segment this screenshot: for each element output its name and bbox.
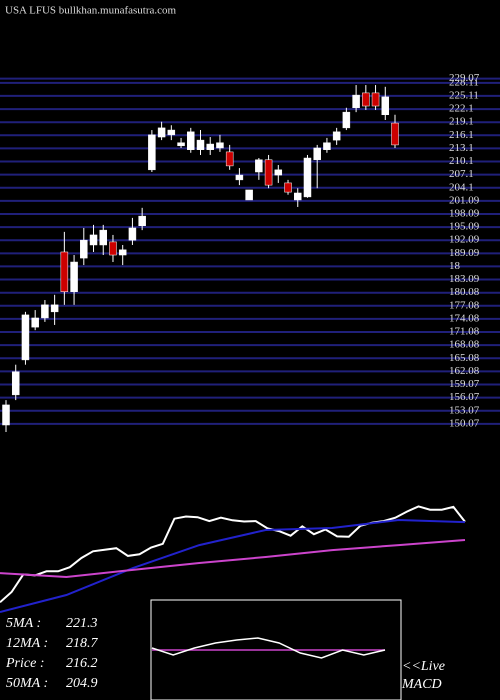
macd-box <box>150 599 402 700</box>
candle-body <box>80 239 88 259</box>
candle-body <box>206 143 214 150</box>
y-tick-label: 162.08 <box>449 365 480 377</box>
y-tick-label: 219.1 <box>449 116 474 128</box>
y-tick-label: 156.07 <box>449 391 480 403</box>
candle-body <box>332 131 341 141</box>
candle-body <box>216 142 224 149</box>
y-tick-label: 165.08 <box>449 352 480 364</box>
candle-body <box>118 249 127 256</box>
y-tick-label: 168.08 <box>449 339 480 351</box>
candle-body <box>313 147 321 161</box>
candle-body <box>89 234 98 246</box>
y-tick-label: 159.07 <box>449 378 480 390</box>
candle-body <box>245 189 253 201</box>
candle-body <box>41 304 49 319</box>
y-tick-label: 192.09 <box>449 234 480 246</box>
candle-body <box>148 134 156 171</box>
macd-line <box>151 637 386 659</box>
candle-body <box>362 92 370 107</box>
candle-body <box>99 229 107 246</box>
candle-body <box>235 174 244 181</box>
candle-body <box>50 304 59 313</box>
y-tick-label: 207.1 <box>449 168 474 180</box>
candle-body <box>371 92 380 107</box>
candle-body <box>391 122 399 146</box>
candle-body <box>225 151 234 167</box>
macd-label: <<Live <box>402 659 445 674</box>
ma-line <box>0 539 466 579</box>
stat-label: 12MA : <box>6 636 48 651</box>
candle-body <box>274 169 283 176</box>
stat-label: Price : <box>5 656 44 671</box>
candle-body <box>128 227 137 241</box>
candle-body <box>294 192 302 201</box>
candle-body <box>264 159 273 186</box>
candle-body <box>70 261 78 292</box>
chart-title: USA LFUS bullkhan.munafasutra.com <box>5 5 177 17</box>
y-tick-label: 195.09 <box>449 221 480 233</box>
candle-body <box>255 159 263 173</box>
ma-line <box>0 518 466 613</box>
candle-body <box>177 142 185 147</box>
candle-body <box>381 96 390 116</box>
y-tick-label: 153.07 <box>449 404 480 416</box>
stat-value: 221.3 <box>66 616 98 631</box>
stat-label: 5MA : <box>6 616 41 631</box>
candle-body <box>323 142 331 150</box>
y-tick-label: 210.1 <box>449 155 474 167</box>
candle-body <box>109 241 117 256</box>
y-tick-label: 213.1 <box>449 142 474 154</box>
candle-body <box>187 131 195 150</box>
y-tick-label: 183.09 <box>449 273 480 285</box>
candle-body <box>342 111 351 129</box>
candle-body <box>21 314 30 361</box>
y-tick-label: 180.08 <box>449 286 480 298</box>
candle-body <box>196 139 205 150</box>
price-line <box>0 505 466 604</box>
y-tick-label: 198.09 <box>449 208 480 220</box>
candle-body <box>11 371 20 396</box>
y-tick-label: 222.1 <box>449 103 474 115</box>
y-tick-label: 189.09 <box>449 247 480 259</box>
y-tick-label: 225.11 <box>449 89 479 101</box>
stat-label: 50MA : <box>6 676 48 691</box>
candle-body <box>2 404 10 426</box>
stat-value: 216.2 <box>66 656 98 671</box>
candle-body <box>60 251 69 292</box>
candle-body <box>167 129 176 136</box>
candle-body <box>157 127 166 138</box>
candle-body <box>303 157 312 198</box>
stat-value: 218.7 <box>66 636 99 651</box>
y-tick-label: 18 <box>449 260 461 272</box>
y-tick-label: 150.07 <box>449 417 480 429</box>
macd-label: MACD <box>401 677 442 692</box>
y-tick-label: 204.1 <box>449 181 474 193</box>
candle-body <box>284 182 292 193</box>
y-tick-label: 171.08 <box>449 326 480 338</box>
stat-value: 204.9 <box>66 676 98 691</box>
y-tick-label: 201.09 <box>449 194 480 206</box>
y-tick-label: 177.08 <box>449 299 480 311</box>
candle-body <box>352 94 360 109</box>
y-tick-label: 174.08 <box>449 312 480 324</box>
candle-body <box>138 215 146 227</box>
candle-body <box>31 317 39 328</box>
y-tick-label: 216.1 <box>449 129 474 141</box>
y-tick-label: 229.07 <box>449 72 480 84</box>
